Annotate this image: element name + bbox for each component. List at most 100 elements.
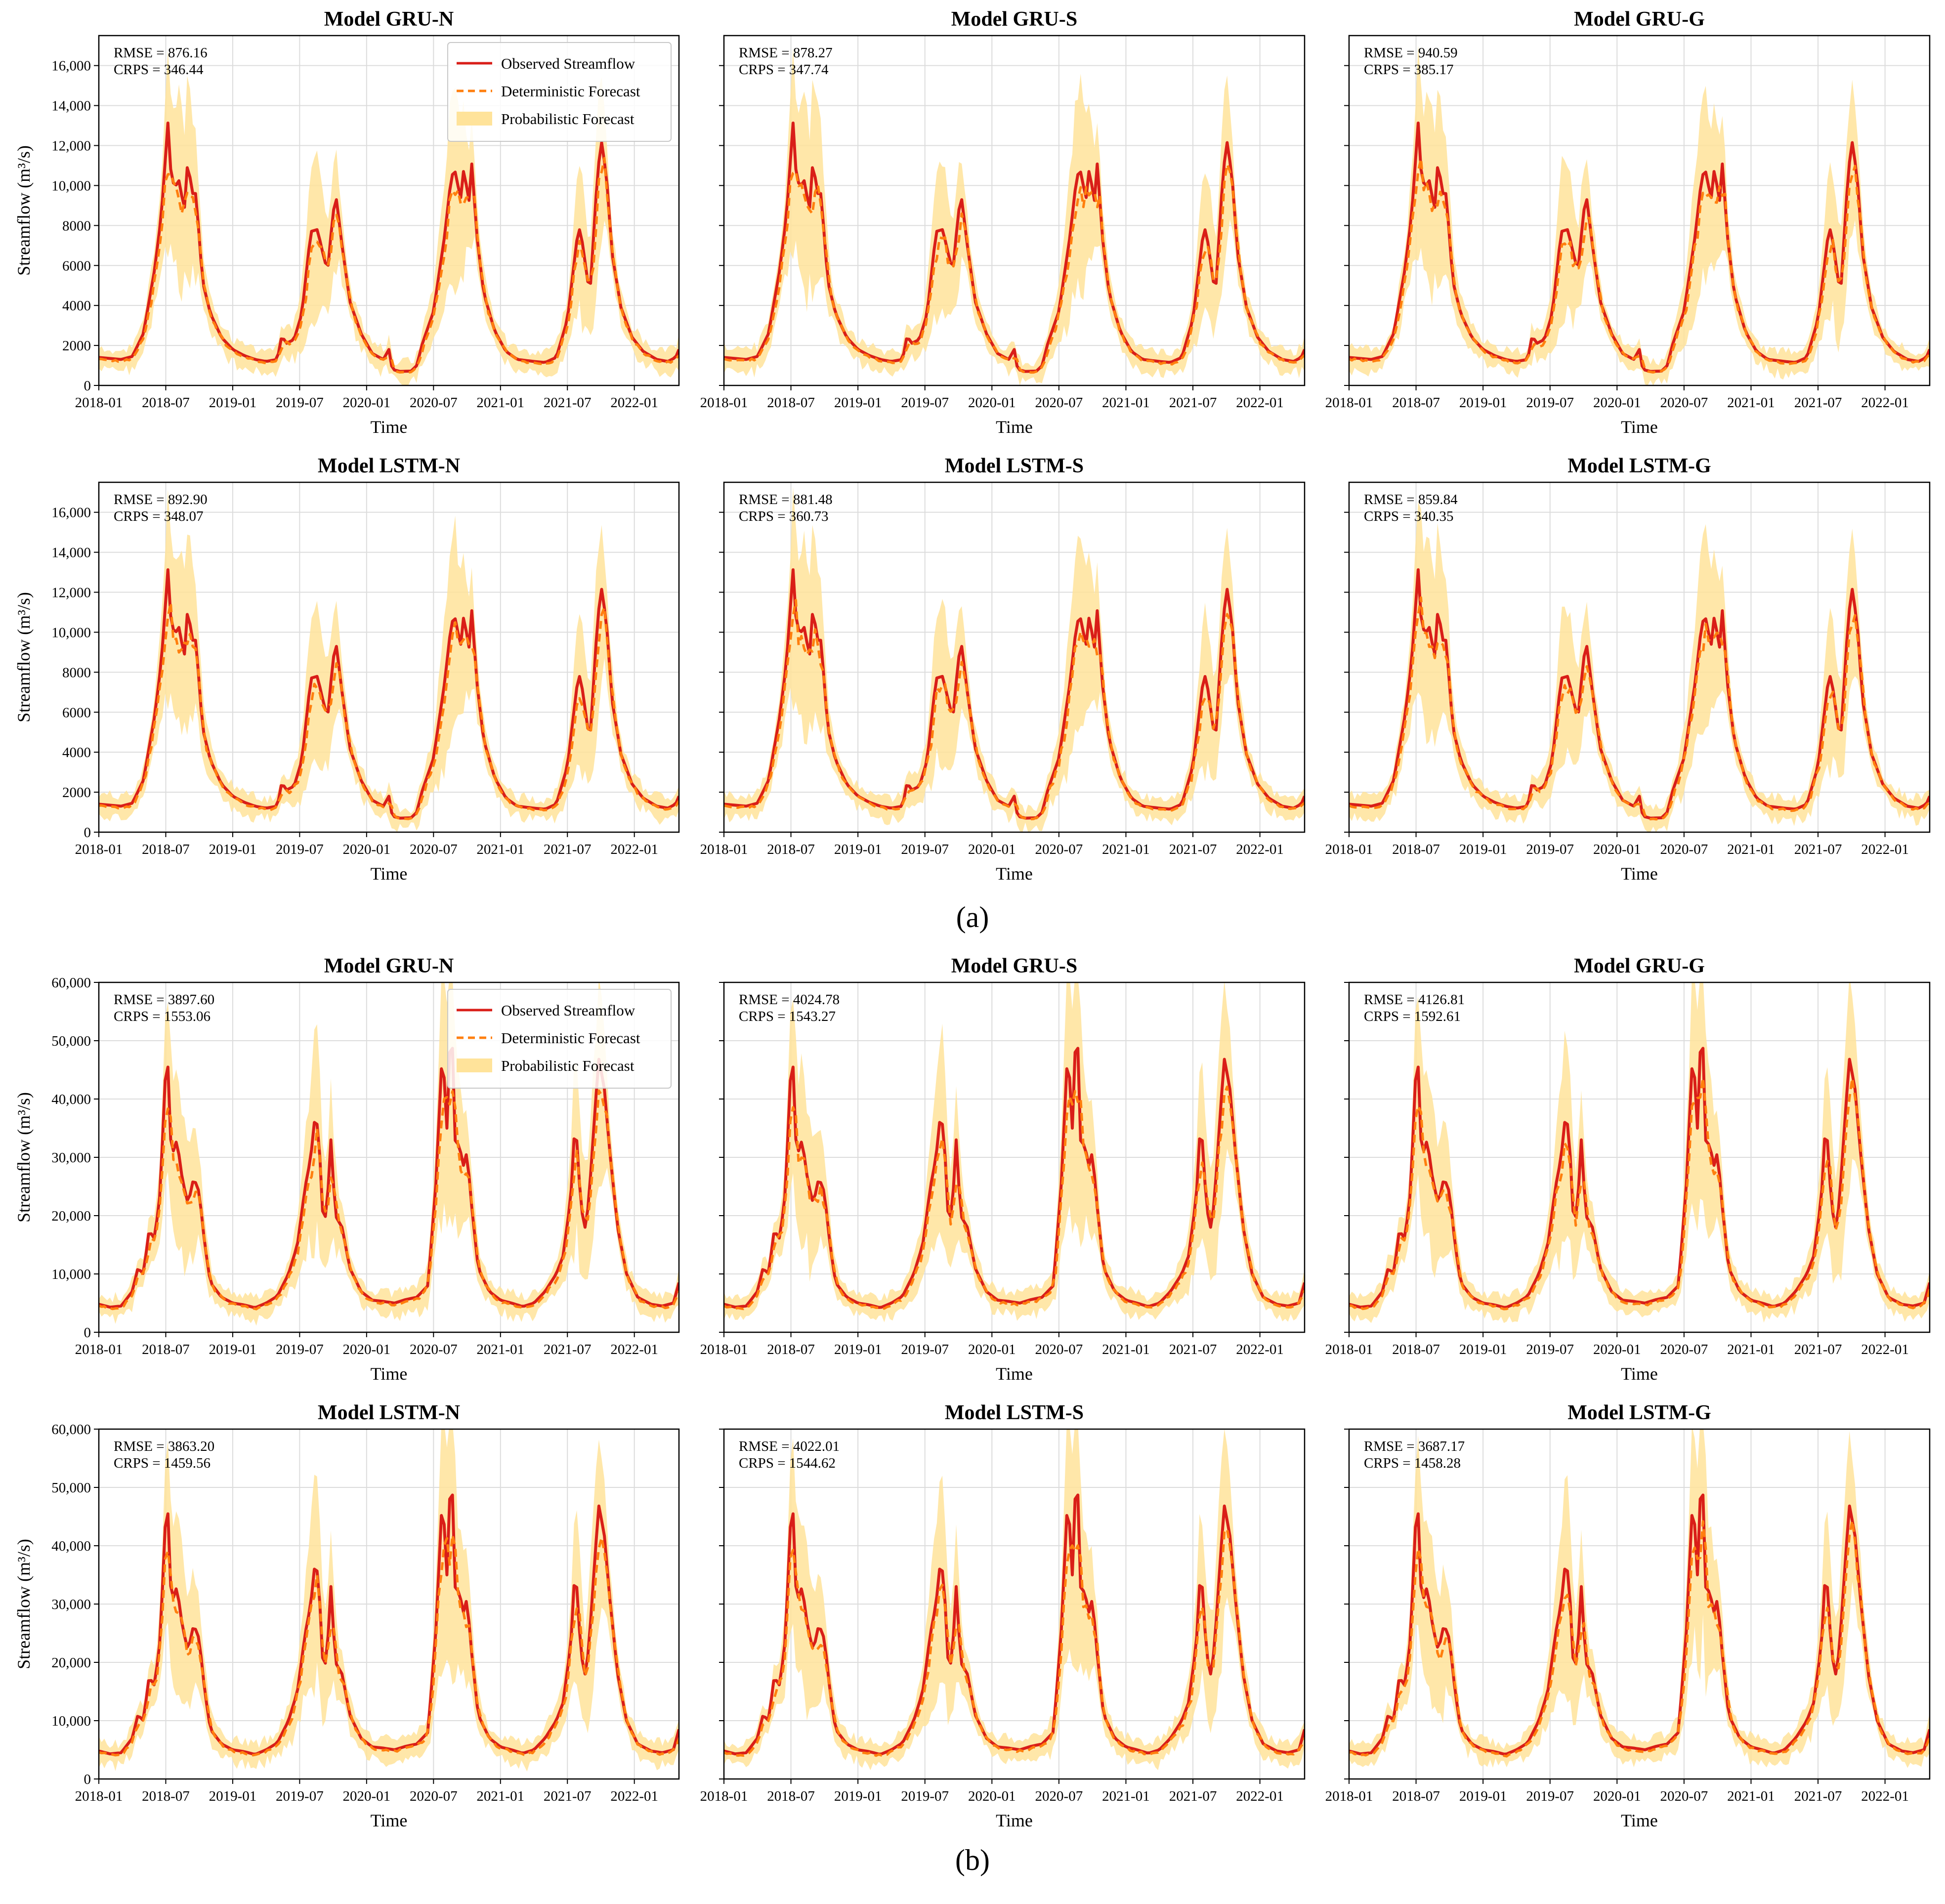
observed-streamflow-line	[99, 122, 679, 373]
x-tick-label: 2019-01	[209, 842, 257, 857]
y-tick-label: 14,000	[51, 98, 91, 114]
y-axis-label: Streamflow (m³/s)	[14, 145, 34, 276]
axes-frame	[723, 35, 1306, 386]
y-tick-label: 60,000	[51, 975, 91, 991]
stat-text: RMSE = 3897.60	[114, 992, 214, 1008]
x-tick-label: 2019-07	[276, 1788, 324, 1804]
x-tick-label: 2021-07	[544, 1788, 592, 1804]
x-tick-label: 2019-07	[901, 1342, 949, 1357]
chart-panel: 2018-01 2018-07 2019-01 2019-07 2020-01 2020-…	[700, 955, 1306, 1384]
x-tick-label: 2018-07	[1392, 1788, 1440, 1804]
x-tick-label: 2019-01	[209, 1342, 257, 1357]
x-tick-label: 2021-01	[476, 1788, 524, 1804]
y-tick-label: 10,000	[51, 625, 91, 640]
x-tick-label: 2018-07	[1392, 395, 1440, 411]
y-tick-label: 4000	[62, 298, 91, 314]
observed-streamflow-line	[1349, 1047, 1930, 1309]
x-axis-label: Time	[1621, 1811, 1658, 1830]
x-tick-label: 2019-07	[1526, 395, 1574, 411]
stat-text: CRPS = 1543.27	[739, 1009, 836, 1024]
x-axis-label: Time	[371, 864, 408, 884]
x-tick-label: 2020-07	[1035, 1342, 1083, 1357]
deterministic-forecast-line	[99, 1089, 679, 1311]
stat-text: RMSE = 859.84	[1364, 492, 1458, 508]
observed-streamflow-line	[724, 122, 1305, 373]
x-tick-label: 2018-07	[767, 1788, 815, 1804]
y-tick-label: 16,000	[51, 58, 91, 74]
x-tick-label: 2018-01	[75, 842, 123, 857]
panel-title: Model LSTM-S	[945, 455, 1084, 477]
x-tick-label: 2019-01	[834, 395, 882, 411]
x-tick-label: 2021-07	[1794, 1342, 1842, 1357]
x-tick-label: 2020-07	[1660, 1788, 1708, 1804]
x-axis-label: Time	[996, 1811, 1033, 1830]
y-axis-label: Streamflow (m³/s)	[14, 592, 34, 722]
stat-text: CRPS = 340.35	[1364, 508, 1454, 524]
x-tick-label: 2021-07	[1794, 395, 1842, 411]
x-tick-label: 2022-01	[1861, 395, 1909, 411]
x-axis-label: Time	[1621, 1364, 1658, 1384]
plot-area	[99, 50, 679, 385]
x-tick-label: 2021-01	[1727, 1788, 1775, 1804]
y-tick-label: 40,000	[51, 1092, 91, 1107]
legend-entry: Deterministic Forecast	[501, 1029, 640, 1047]
x-tick-label: 2022-01	[1236, 1342, 1284, 1357]
x-tick-label: 2018-07	[1392, 842, 1440, 857]
y-tick-label: 20,000	[51, 1655, 91, 1671]
x-tick-label: 2020-01	[343, 842, 391, 857]
chart-panel: 2018-01 2018-07 2019-01 2019-07 2020-01 2020-…	[14, 455, 680, 884]
stat-text: CRPS = 385.17	[1364, 62, 1454, 78]
chart-panel: 2018-01 2018-07 2019-01 2019-07 2020-01 2020-…	[1325, 455, 1931, 884]
x-tick-label: 2018-07	[1392, 1342, 1440, 1357]
x-tick-label: 2022-01	[1861, 1342, 1909, 1357]
y-tick-label: 10,000	[51, 1713, 91, 1729]
x-tick-label: 2018-07	[142, 1788, 190, 1804]
x-tick-label: 2022-01	[1861, 1788, 1909, 1804]
x-tick-label: 2018-01	[1325, 1788, 1373, 1804]
x-tick-label: 2021-07	[544, 395, 592, 411]
x-tick-label: 2020-07	[1035, 842, 1083, 857]
deterministic-forecast-line	[1349, 596, 1930, 821]
axes-frame	[98, 481, 680, 833]
stat-text: CRPS = 346.44	[114, 62, 204, 78]
stat-text: RMSE = 881.48	[739, 492, 833, 508]
panel-title: Model LSTM-N	[318, 1401, 460, 1424]
y-tick-label: 6000	[62, 705, 91, 720]
plot-area	[1349, 982, 1930, 1323]
x-tick-label: 2021-01	[1102, 1788, 1150, 1804]
panel-title: Model GRU-S	[951, 8, 1078, 31]
observed-streamflow-line	[99, 568, 679, 820]
y-tick-label: 60,000	[51, 1422, 91, 1438]
x-tick-label: 2022-01	[610, 842, 658, 857]
y-tick-label: 40,000	[51, 1538, 91, 1554]
x-tick-label: 2018-07	[767, 842, 815, 857]
legend-swatch-probabilistic	[457, 1058, 492, 1072]
x-tick-label: 2019-07	[1526, 842, 1574, 857]
y-tick-label: 8000	[62, 218, 91, 234]
x-tick-label: 2022-01	[610, 1342, 658, 1357]
x-tick-label: 2021-01	[1102, 842, 1150, 857]
x-axis-label: Time	[371, 1364, 408, 1384]
x-tick-label: 2020-07	[410, 1342, 458, 1357]
plot-area	[724, 48, 1305, 385]
chart-group: 2018-01 2018-07 2019-01 2019-07 2020-01 2020-…	[14, 8, 1931, 933]
x-tick-label: 2018-01	[700, 1788, 748, 1804]
stat-text: CRPS = 348.07	[114, 508, 204, 524]
x-tick-label: 2021-07	[544, 842, 592, 857]
y-tick-label: 6000	[62, 258, 91, 274]
y-tick-label: 14,000	[51, 545, 91, 561]
stat-text: CRPS = 360.73	[739, 508, 829, 524]
chart-group: 2018-01 2018-07 2019-01 2019-07 2020-01 2020-…	[14, 955, 1931, 1876]
deterministic-forecast-line	[724, 1085, 1305, 1311]
legend: Observed Streamflow Deterministic Forecas…	[447, 989, 672, 1089]
stat-text: RMSE = 3687.17	[1364, 1439, 1465, 1454]
x-tick-label: 2020-07	[1035, 1788, 1083, 1804]
x-axis-label: Time	[996, 417, 1033, 437]
x-tick-label: 2018-01	[75, 1342, 123, 1357]
x-tick-label: 2022-01	[1236, 842, 1284, 857]
chart-panel: 2018-01 2018-07 2019-01 2019-07 2020-01 2020-…	[1325, 8, 1931, 437]
y-tick-label: 0	[84, 1325, 91, 1341]
stat-text: RMSE = 3863.20	[114, 1439, 214, 1454]
probabilistic-forecast-band	[1349, 502, 1930, 832]
deterministic-forecast-line	[99, 157, 679, 374]
